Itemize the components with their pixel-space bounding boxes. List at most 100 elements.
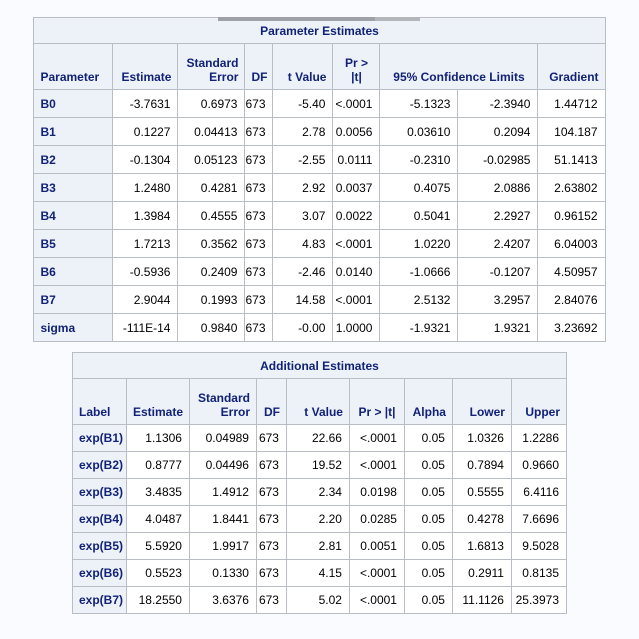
value-cell: 0.0198 — [348, 478, 405, 506]
column-header: Alpha — [403, 378, 453, 425]
column-header: Estimate — [112, 43, 179, 90]
value-cell: 2.9044 — [112, 285, 179, 314]
value-cell: 3.2957 — [457, 285, 539, 314]
value-cell: 14.58 — [272, 285, 334, 314]
value-cell: 7.6696 — [510, 505, 568, 533]
value-cell: 1.2480 — [112, 173, 179, 202]
value-cell: 18.2550 — [125, 586, 190, 614]
value-cell: 0.8777 — [125, 451, 190, 479]
value-cell: -111E-14 — [112, 313, 179, 342]
table-title: Additional Estimates — [71, 352, 568, 379]
value-cell: 0.4075 — [379, 173, 459, 202]
column-header: 95% Confidence Limits — [379, 43, 539, 90]
value-cell: 0.05 — [403, 586, 453, 614]
table-body: B0 -3.7631 0.6973 673 -5.40 <.0001 -5.1323 -2.3… — [33, 89, 606, 342]
value-cell: -0.00 — [272, 313, 334, 342]
value-cell: 673 — [255, 424, 287, 452]
value-cell: <.0001 — [348, 451, 405, 479]
value-cell: 2.0886 — [457, 173, 539, 202]
value-cell: 0.04989 — [188, 424, 257, 452]
column-header: Upper — [510, 378, 568, 425]
row-label-cell: B1 — [33, 117, 114, 146]
row-label-cell: exp(B3) — [71, 478, 127, 506]
column-header: Standard Error — [177, 43, 246, 90]
value-cell: 0.0285 — [348, 505, 405, 533]
table-row: exp(B4) 4.0487 1.8441 673 2.20 0.0285 0.05 0.42… — [71, 505, 568, 533]
value-cell: 2.34 — [285, 478, 350, 506]
value-cell: 1.4912 — [188, 478, 257, 506]
value-cell: 0.0037 — [332, 173, 381, 202]
value-cell: 1.9321 — [457, 313, 539, 342]
value-cell: 673 — [255, 505, 287, 533]
value-cell: 0.0051 — [348, 532, 405, 560]
value-cell: <.0001 — [348, 559, 405, 587]
value-cell: 0.0056 — [332, 117, 381, 146]
value-cell: 0.96152 — [537, 201, 606, 230]
value-cell: -0.1207 — [457, 257, 539, 286]
value-cell: 0.5555 — [451, 478, 512, 506]
value-cell: 2.92 — [272, 173, 334, 202]
value-cell: -2.3940 — [457, 89, 539, 118]
value-cell: 0.0140 — [332, 257, 381, 286]
value-cell: 0.05 — [403, 532, 453, 560]
value-cell: -5.40 — [272, 89, 334, 118]
value-cell: 0.04413 — [177, 117, 246, 146]
value-cell: 673 — [244, 313, 274, 342]
value-cell: 0.05 — [403, 478, 453, 506]
value-cell: 0.05 — [403, 505, 453, 533]
row-label-cell: exp(B5) — [71, 532, 127, 560]
value-cell: 19.52 — [285, 451, 350, 479]
table-title-row: Parameter Estimates — [33, 17, 606, 44]
value-cell: 2.20 — [285, 505, 350, 533]
value-cell: <.0001 — [348, 424, 405, 452]
table-row: B0 -3.7631 0.6973 673 -5.40 <.0001 -5.1323 -2.3… — [33, 89, 606, 118]
row-label-cell: B4 — [33, 201, 114, 230]
column-header-row: Label Estimate Standard Error DF t Value Pr >… — [71, 378, 568, 425]
value-cell: 0.5523 — [125, 559, 190, 587]
value-cell: 0.4281 — [177, 173, 246, 202]
value-cell: 2.5132 — [379, 285, 459, 314]
table-row: exp(B5) 5.5920 1.9917 673 2.81 0.0051 0.05 1.68… — [71, 532, 568, 560]
table-row: B7 2.9044 0.1993 673 14.58 <.0001 2.5132 3.2957… — [33, 285, 606, 314]
column-header: Estimate — [125, 378, 190, 425]
value-cell: 4.83 — [272, 229, 334, 258]
row-label-cell: B2 — [33, 145, 114, 174]
row-label-cell: B3 — [33, 173, 114, 202]
value-cell: 9.5028 — [510, 532, 568, 560]
cropped-table-edge-remnant-light — [375, 17, 420, 21]
value-cell: 0.6973 — [177, 89, 246, 118]
value-cell: 4.50957 — [537, 257, 606, 286]
value-cell: -2.55 — [272, 145, 334, 174]
column-header: Lower — [451, 378, 512, 425]
value-cell: 51.1413 — [537, 145, 606, 174]
value-cell: 3.6376 — [188, 586, 257, 614]
table-row: B5 1.7213 0.3562 673 4.83 <.0001 1.0220 2.4207 6… — [33, 229, 606, 258]
value-cell: 673 — [244, 201, 274, 230]
table-row: B6 -0.5936 0.2409 673 -2.46 0.0140 -1.0666 -0.1… — [33, 257, 606, 286]
value-cell: 1.3984 — [112, 201, 179, 230]
value-cell: 25.3973 — [510, 586, 568, 614]
column-header: t Value — [272, 43, 334, 90]
value-cell: 0.9660 — [510, 451, 568, 479]
value-cell: 673 — [255, 586, 287, 614]
table-row: exp(B7) 18.2550 3.6376 673 5.02 <.0001 0.05 11.… — [71, 586, 568, 614]
row-label-cell: B5 — [33, 229, 114, 258]
value-cell: 0.03610 — [379, 117, 459, 146]
table-title-row: Additional Estimates — [71, 352, 568, 379]
value-cell: 3.07 — [272, 201, 334, 230]
value-cell: 0.2094 — [457, 117, 539, 146]
parameter-estimates-table: Parameter Estimates Parameter Estimate Sta… — [33, 17, 606, 342]
value-cell: <.0001 — [348, 586, 405, 614]
value-cell: 0.1993 — [177, 285, 246, 314]
value-cell: 2.78 — [272, 117, 334, 146]
value-cell: -0.5936 — [112, 257, 179, 286]
value-cell: 673 — [244, 145, 274, 174]
value-cell: 0.05 — [403, 451, 453, 479]
value-cell: 5.02 — [285, 586, 350, 614]
value-cell: 0.0022 — [332, 201, 381, 230]
column-header: t Value — [285, 378, 350, 425]
value-cell: 1.0220 — [379, 229, 459, 258]
value-cell: <.0001 — [332, 89, 381, 118]
value-cell: 673 — [255, 478, 287, 506]
row-label-cell: exp(B6) — [71, 559, 127, 587]
